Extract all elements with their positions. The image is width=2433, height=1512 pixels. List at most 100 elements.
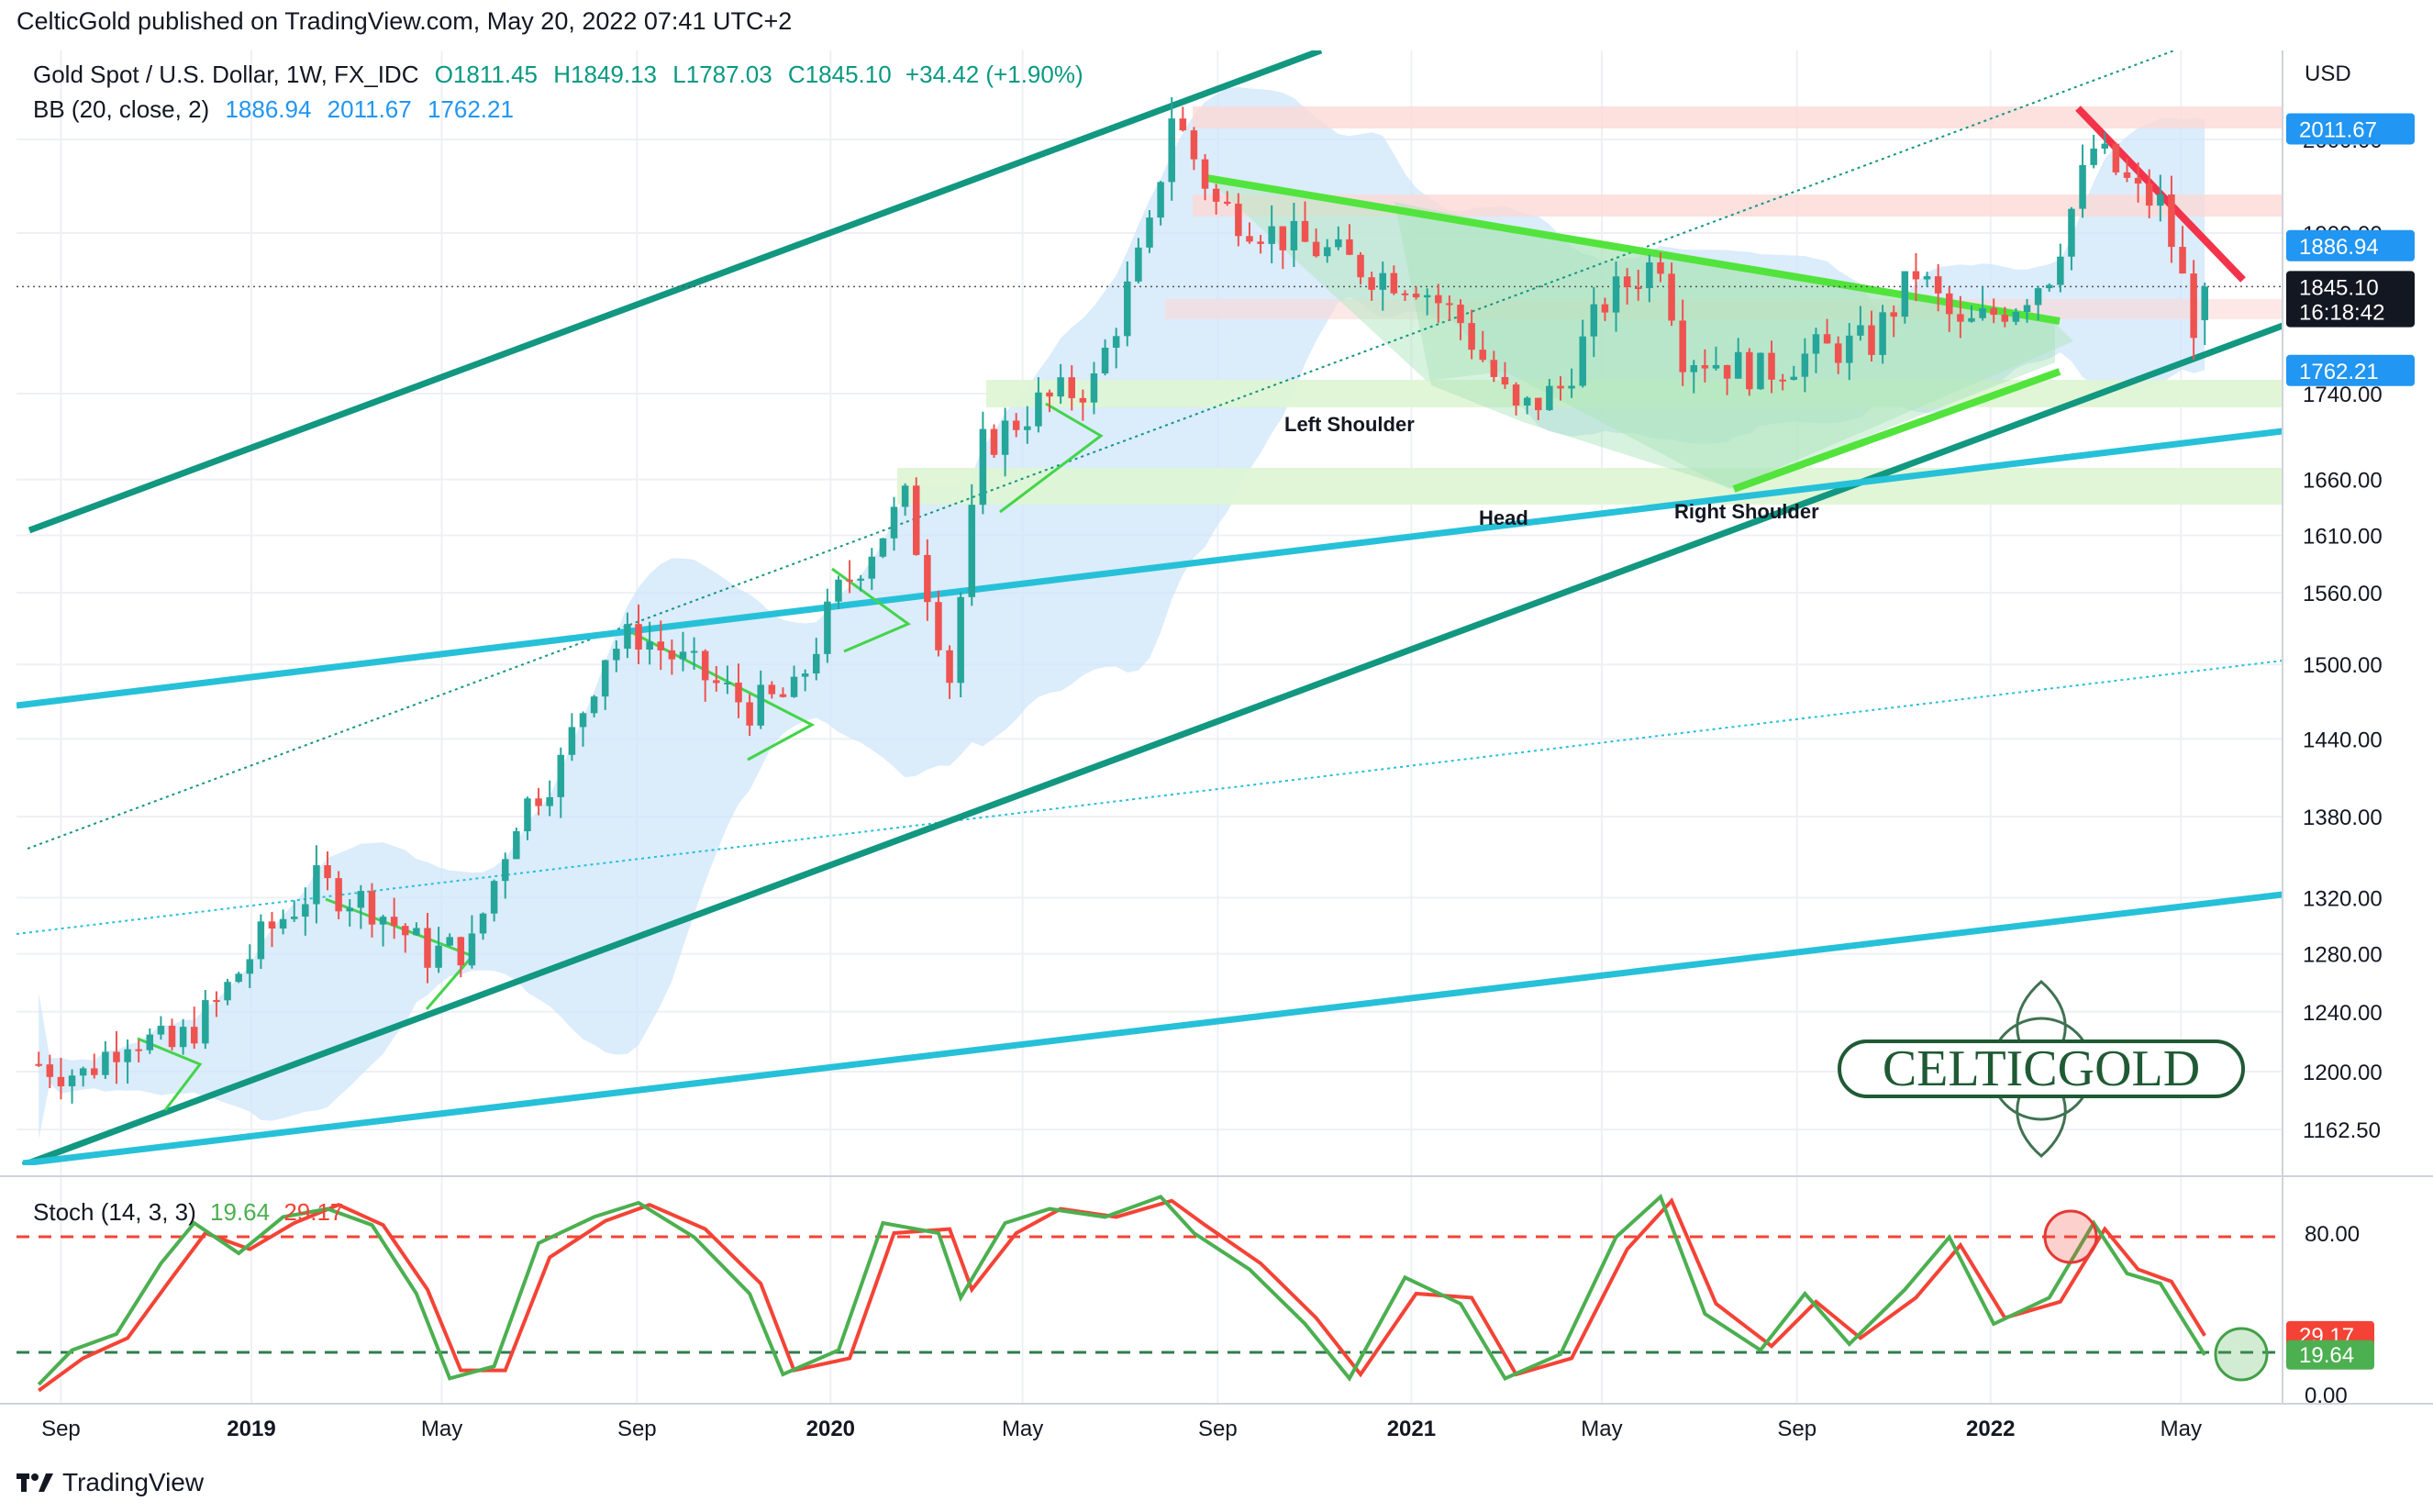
candle-body — [57, 1076, 65, 1087]
candle — [579, 711, 587, 747]
candle — [779, 687, 787, 698]
candlestick-series — [35, 96, 2208, 1104]
candle-body — [1257, 241, 1264, 244]
candle — [1901, 271, 1909, 324]
candle-body — [146, 1034, 154, 1051]
candle — [1757, 352, 1764, 390]
candle — [1668, 262, 1675, 327]
candle — [1135, 238, 1142, 284]
candle-body — [1246, 236, 1253, 242]
candle — [1679, 299, 1686, 386]
candle-body — [1846, 335, 1853, 363]
candle — [746, 694, 753, 737]
candle — [1912, 252, 1920, 302]
candle-body — [435, 945, 442, 968]
candle — [1846, 323, 1853, 381]
candle-body — [313, 865, 320, 905]
dotted-trendline-upper — [27, 50, 2175, 850]
candle — [246, 944, 254, 988]
candle — [1246, 222, 1253, 244]
candle-body — [1857, 325, 1864, 336]
candle-body — [1446, 303, 1453, 306]
candle-body — [1190, 130, 1198, 160]
candle — [990, 424, 998, 459]
time-tick-label: Sep — [1777, 1417, 1816, 1441]
candle-body — [1723, 364, 1731, 379]
candle — [113, 1030, 120, 1084]
candle — [1201, 153, 1209, 201]
price-tick-label: 1320.00 — [2303, 886, 2383, 911]
candle-body — [1212, 188, 1220, 202]
price-axis-currency: USD — [2305, 61, 2351, 86]
candle-body — [113, 1051, 120, 1062]
candle — [213, 991, 220, 1017]
candle-body — [868, 556, 876, 579]
candle — [1101, 339, 1109, 376]
candle — [357, 884, 365, 929]
candle — [2123, 158, 2131, 183]
candle — [1157, 181, 1164, 226]
candle — [801, 669, 809, 692]
bollinger-name[interactable]: BB (20, close, 2) — [33, 95, 210, 123]
candle-body — [190, 1027, 198, 1044]
price-label-text: 1762.21 — [2299, 360, 2379, 384]
candle — [1446, 295, 1453, 321]
stoch-k-value: 19.64 — [210, 1198, 271, 1226]
candle — [590, 695, 598, 717]
candle-body — [735, 682, 742, 703]
symbol-name[interactable]: Gold Spot / U.S. Dollar, 1W, FX_IDC — [33, 61, 419, 88]
candle-body — [1168, 118, 1175, 183]
bollinger-legend: BB (20, close, 2) 1886.94 2011.67 1762.2… — [33, 95, 514, 124]
candle — [912, 477, 920, 556]
candle-body — [1912, 271, 1920, 280]
candle-body — [1379, 272, 1387, 290]
candle-body — [613, 649, 620, 661]
candle-body — [2145, 183, 2153, 206]
candle — [835, 575, 842, 609]
stoch-name[interactable]: Stoch (14, 3, 3) — [33, 1198, 196, 1226]
candle — [824, 588, 831, 663]
candle — [490, 879, 498, 922]
candle-body — [1979, 307, 1986, 318]
price-axis[interactable]: USD2000.001900.001740.001660.001610.0015… — [2286, 61, 2415, 1143]
candle — [1523, 395, 1531, 415]
candle — [479, 912, 487, 940]
candle-body — [668, 650, 676, 660]
legend-low: L1787.03 — [672, 61, 772, 88]
candle-body — [1279, 226, 1287, 250]
candle — [1179, 106, 1187, 132]
time-axis[interactable]: Sep 2019 May Sep 2020 May Sep 2021 May Sep 2022 May — [41, 1417, 2202, 1441]
price-tick-label: 1162.50 — [2303, 1118, 2381, 1143]
candle — [1857, 306, 1864, 341]
candle — [2190, 260, 2197, 360]
candle — [1190, 127, 1198, 171]
candle — [413, 922, 420, 936]
candle-body — [490, 881, 498, 914]
candle-body — [2179, 247, 2186, 274]
candle — [1257, 235, 1264, 254]
candle-body — [424, 928, 431, 968]
candle — [1623, 268, 1631, 305]
candle-body — [2034, 288, 2042, 306]
candle-body — [957, 596, 964, 684]
candle-body — [879, 538, 887, 557]
price-tick-label: 1240.00 — [2303, 1001, 2383, 1026]
candle-body — [657, 641, 665, 650]
candle-body — [1001, 420, 1009, 455]
candle — [568, 713, 576, 762]
candle — [1957, 295, 1964, 339]
candle-body — [546, 796, 553, 806]
footer-brand[interactable]: TradingView — [17, 1468, 204, 1497]
candle — [1646, 254, 1653, 303]
candle-body — [1068, 377, 1075, 398]
candle-body — [1224, 201, 1231, 205]
candle — [1890, 305, 1897, 338]
price-tick-label: 1560.00 — [2303, 582, 2383, 606]
candle-body — [1823, 334, 1831, 344]
candle-body — [1457, 305, 1464, 324]
candle — [879, 538, 887, 559]
price-label-tag: 2011.67 — [2286, 113, 2415, 145]
candle — [1279, 226, 1287, 270]
